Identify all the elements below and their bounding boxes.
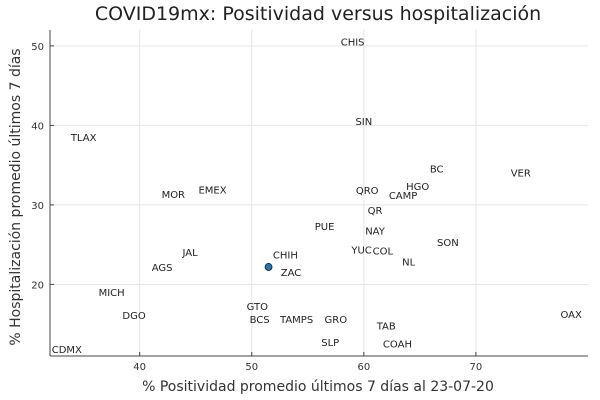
point-label-emex: EMEX bbox=[198, 185, 226, 196]
chart-title: COVID19mx: Positividad versus hospitaliz… bbox=[95, 3, 541, 25]
x-tick-label: 70 bbox=[470, 362, 483, 373]
point-label-ver: VER bbox=[511, 169, 531, 180]
point-label-sin: SIN bbox=[355, 117, 372, 128]
axes bbox=[49, 30, 588, 357]
point-label-qro: QRO bbox=[356, 186, 379, 197]
point-label-tab: TAB bbox=[376, 321, 396, 332]
point-label-son: SON bbox=[437, 238, 459, 249]
y-axis-label: % Hospitalización promedio últimos 7 día… bbox=[8, 48, 24, 345]
point-label-gro: GRO bbox=[325, 315, 348, 326]
point-label-nay: NAY bbox=[365, 227, 386, 238]
y-tick-label: 20 bbox=[31, 280, 44, 291]
point-label-tamps: TAMPS bbox=[279, 315, 313, 326]
y-tick-label: 50 bbox=[31, 42, 44, 53]
ticks: 40 50 60 70 20 30 40 50 bbox=[31, 42, 482, 373]
y-tick-label: 40 bbox=[31, 121, 44, 132]
point-label-mich: MICH bbox=[99, 288, 125, 299]
grid bbox=[50, 30, 588, 356]
y-tick-label: 30 bbox=[31, 201, 44, 212]
data-point-zac bbox=[264, 263, 273, 271]
point-label-yuc: YUC bbox=[350, 246, 371, 257]
point-label-col: COL bbox=[373, 247, 394, 258]
point-label-qr: QR bbox=[368, 206, 383, 217]
point-label-bcs: BCS bbox=[250, 315, 270, 326]
point-label-mor: MOR bbox=[162, 190, 185, 201]
point-label-dgo: DGO bbox=[122, 311, 145, 322]
point-label-nl: NL bbox=[402, 258, 415, 269]
point-label-slp: SLP bbox=[321, 338, 339, 349]
point-label-hgo: HGO bbox=[406, 182, 429, 193]
x-tick-label: 40 bbox=[133, 362, 146, 373]
point-label-cdmx: CDMX bbox=[52, 345, 82, 356]
x-axis-label: % Positividad promedio últimos 7 días al… bbox=[142, 379, 494, 395]
point-label-chih: CHIH bbox=[273, 251, 298, 262]
point-label-pue: PUE bbox=[315, 222, 335, 233]
data-points: CHIS SIN TLAX BC VER HGO QRO CAMP EMEX MOR QR PUE NA… bbox=[52, 37, 582, 356]
point-label-chis: CHIS bbox=[341, 37, 365, 48]
point-label-gto: GTO bbox=[247, 302, 269, 313]
point-label-jal: JAL bbox=[182, 248, 199, 259]
x-tick-label: 50 bbox=[245, 362, 258, 373]
point-label-camp: CAMP bbox=[389, 191, 417, 202]
point-label-oax: OAX bbox=[560, 310, 582, 321]
point-label-tlax: TLAX bbox=[70, 133, 97, 144]
point-label-zac: ZAC bbox=[281, 268, 302, 279]
point-label-coah: COAH bbox=[383, 340, 412, 351]
point-label-bc: BC bbox=[430, 165, 444, 176]
point-label-ags: AGS bbox=[152, 263, 173, 274]
x-tick-label: 60 bbox=[357, 362, 370, 373]
